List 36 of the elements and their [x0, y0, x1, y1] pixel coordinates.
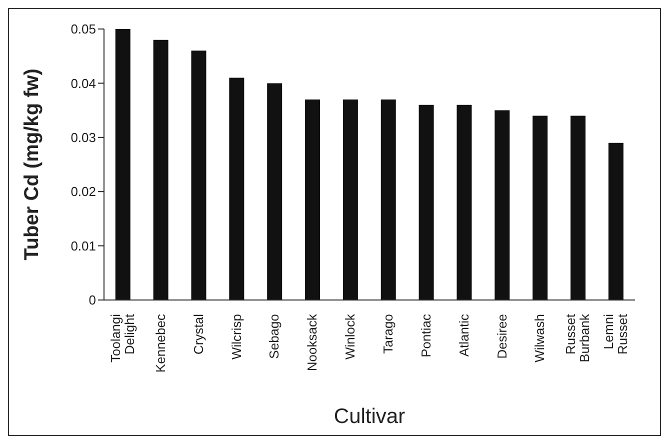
bar: [494, 110, 510, 300]
x-tick-label: Pontiac: [418, 314, 434, 358]
bar: [608, 142, 624, 300]
x-tick-label: Wilwash: [532, 314, 548, 362]
x-tick-label: Kennebec: [152, 314, 168, 373]
bar: [380, 99, 396, 300]
y-axis-title: Tuber Cd (mg/kg fw): [21, 68, 44, 260]
x-tick-label: Tarago: [380, 314, 396, 354]
bar: [305, 99, 320, 300]
y-tick-label: 0.03: [70, 130, 96, 146]
x-tick-label: Wilcrisp: [228, 314, 244, 360]
x-tick-label: Toolangi Delight: [108, 314, 137, 362]
bar: [153, 40, 168, 300]
bar: [267, 83, 282, 300]
y-tick-label: 0: [88, 292, 96, 308]
y-tick-label: 0.02: [70, 184, 96, 200]
x-tick-label: Lemni Russet: [601, 314, 630, 354]
bar: [456, 104, 472, 300]
bar: [570, 116, 586, 300]
y-tick-label: 0.05: [70, 22, 96, 37]
x-axis-title: Cultivar: [334, 405, 406, 428]
bar: [532, 116, 548, 300]
x-tick-label: Atlantic: [456, 314, 472, 357]
bar: [418, 104, 434, 300]
bar: [191, 50, 206, 300]
x-tick-label: Sebago: [266, 314, 282, 359]
y-tick-label: 0.04: [70, 76, 96, 91]
x-tick-label: Russet Burbank: [563, 314, 592, 362]
bar: [229, 78, 244, 300]
y-tick-label: 0.01: [70, 238, 96, 254]
x-tick-label: Winlock: [342, 314, 358, 360]
bar: [342, 99, 358, 300]
x-tick-label: Nooksack: [304, 314, 320, 372]
x-tick-label: Desiree: [494, 314, 510, 359]
x-tick-label: Crystal: [190, 314, 206, 354]
bar: [115, 29, 130, 300]
